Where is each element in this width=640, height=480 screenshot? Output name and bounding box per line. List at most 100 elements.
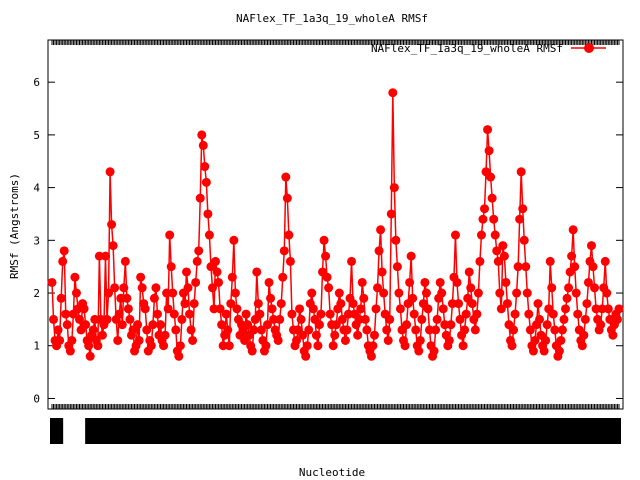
data-point	[102, 314, 112, 324]
data-point	[296, 314, 306, 324]
data-point	[146, 341, 156, 351]
data-point	[557, 325, 567, 335]
data-point	[420, 277, 430, 287]
data-point	[58, 256, 68, 266]
data-point	[185, 309, 195, 319]
data-point	[298, 330, 308, 340]
data-point	[278, 272, 288, 282]
data-point	[207, 283, 217, 293]
data-point	[467, 299, 477, 309]
data-point	[542, 320, 552, 330]
data-point	[59, 246, 69, 256]
data-point	[304, 325, 314, 335]
data-point	[84, 341, 94, 351]
series-markers	[47, 88, 624, 361]
data-point	[61, 309, 71, 319]
data-point	[211, 256, 221, 266]
data-point	[204, 230, 214, 240]
data-point	[368, 341, 378, 351]
data-point	[105, 167, 115, 177]
data-point	[478, 214, 488, 224]
data-point	[194, 246, 204, 256]
data-point	[307, 288, 317, 298]
data-point	[444, 335, 454, 345]
data-point	[183, 283, 193, 293]
data-point	[429, 346, 439, 356]
data-point	[133, 320, 143, 330]
data-point	[67, 335, 77, 345]
data-point	[391, 235, 401, 245]
y-tick-label: 6	[33, 76, 40, 89]
data-point	[461, 309, 471, 319]
data-point	[432, 314, 442, 324]
x-axis-label: Nucleotide	[299, 466, 365, 479]
data-point	[175, 341, 185, 351]
data-point	[261, 341, 271, 351]
data-point	[224, 341, 234, 351]
series-line	[51, 92, 620, 357]
data-point	[223, 325, 233, 335]
data-point	[389, 183, 399, 193]
data-point	[541, 335, 551, 345]
data-point	[221, 309, 231, 319]
data-point	[334, 288, 344, 298]
data-point	[577, 341, 587, 351]
data-point	[104, 288, 114, 298]
data-point	[371, 304, 381, 314]
data-point	[377, 267, 387, 277]
data-point	[85, 351, 95, 361]
data-point	[507, 341, 517, 351]
data-point	[88, 325, 98, 335]
data-point	[405, 277, 415, 287]
data-point	[93, 341, 103, 351]
data-point	[215, 304, 225, 314]
data-point	[446, 320, 456, 330]
data-point	[122, 293, 132, 303]
data-point	[353, 330, 363, 340]
data-point	[342, 325, 352, 335]
data-point	[227, 272, 237, 282]
data-point	[226, 299, 236, 309]
data-point	[455, 314, 465, 324]
data-point	[421, 288, 431, 298]
x-axis-ticks	[51, 40, 620, 409]
data-point	[292, 335, 302, 345]
data-point	[97, 330, 107, 340]
data-point	[567, 251, 577, 261]
data-point	[402, 320, 412, 330]
y-axis-label: RMSf (Angstroms)	[8, 173, 21, 279]
data-point	[516, 167, 526, 177]
data-point	[535, 314, 545, 324]
data-point	[255, 309, 265, 319]
data-point	[513, 262, 523, 272]
data-point	[464, 267, 474, 277]
legend-label: NAFlex_TF_1a3q_19_wholeA RMSf	[371, 42, 563, 55]
data-point	[579, 330, 589, 340]
x-tick-labels	[50, 418, 621, 444]
series-rmsf	[47, 88, 624, 361]
data-point	[152, 309, 162, 319]
data-point	[273, 335, 283, 345]
data-point	[476, 230, 486, 240]
data-point	[564, 283, 574, 293]
y-tick-label: 3	[33, 234, 40, 247]
data-point	[262, 320, 272, 330]
data-point	[454, 299, 464, 309]
data-point	[188, 335, 198, 345]
data-point	[212, 267, 222, 277]
data-point	[243, 320, 253, 330]
data-point	[458, 341, 468, 351]
data-point	[137, 283, 147, 293]
data-point	[539, 346, 549, 356]
data-point	[570, 262, 580, 272]
data-point	[331, 320, 341, 330]
data-point	[360, 314, 370, 324]
data-point	[75, 314, 85, 324]
data-point	[600, 256, 610, 266]
data-point	[533, 299, 543, 309]
data-point	[590, 283, 600, 293]
data-point	[203, 209, 213, 219]
data-point	[328, 341, 338, 351]
data-point	[373, 283, 383, 293]
data-point	[266, 293, 276, 303]
